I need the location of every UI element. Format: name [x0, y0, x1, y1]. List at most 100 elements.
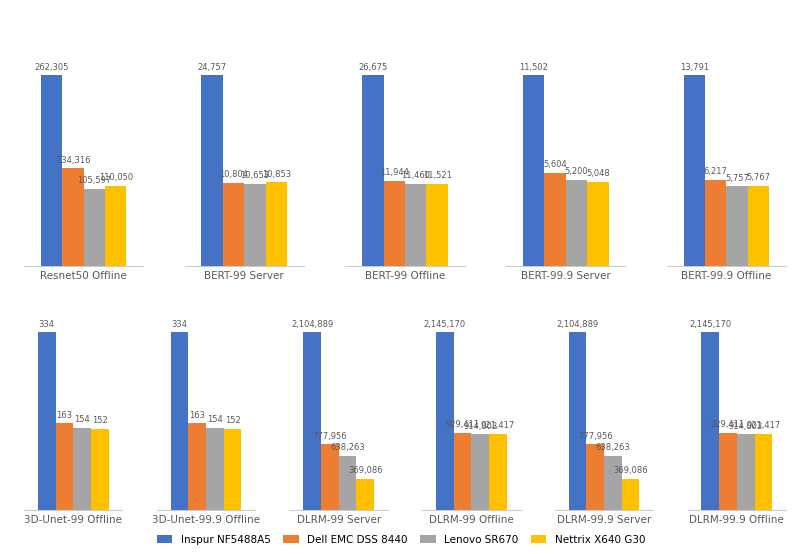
X-axis label: 3D-Unet-99.9 Offline: 3D-Unet-99.9 Offline — [152, 515, 260, 525]
Bar — [545, 173, 565, 266]
Bar — [41, 75, 62, 266]
Bar — [55, 423, 73, 510]
Text: 777,956: 777,956 — [578, 432, 613, 440]
Text: 163: 163 — [56, 411, 72, 419]
Text: 10,853: 10,853 — [262, 170, 291, 178]
X-axis label: BERT-99.9 Server: BERT-99.9 Server — [520, 271, 610, 281]
Bar — [356, 479, 374, 510]
Bar — [727, 186, 747, 266]
Text: 929,411: 929,411 — [711, 420, 745, 429]
Bar — [747, 186, 769, 266]
Text: 914,003: 914,003 — [463, 422, 497, 430]
Text: 2,145,170: 2,145,170 — [689, 320, 731, 329]
Text: 638,263: 638,263 — [330, 443, 365, 453]
Text: 334: 334 — [38, 320, 55, 329]
Text: 2,104,889: 2,104,889 — [557, 320, 598, 329]
Bar — [405, 184, 427, 266]
Text: 11,944: 11,944 — [380, 168, 409, 177]
Text: 914,003: 914,003 — [728, 422, 763, 430]
Bar — [188, 423, 206, 510]
Bar — [565, 179, 587, 266]
Bar — [586, 444, 604, 510]
Bar — [622, 479, 639, 510]
X-axis label: 3D-Unet-99 Offline: 3D-Unet-99 Offline — [24, 515, 122, 525]
X-axis label: DLRM-99.9 Server: DLRM-99.9 Server — [557, 515, 651, 525]
Bar — [73, 428, 91, 510]
Bar — [737, 434, 755, 510]
Text: 5,604: 5,604 — [543, 160, 567, 170]
Text: 154: 154 — [207, 416, 223, 424]
Text: 777,956: 777,956 — [313, 432, 347, 440]
Bar — [38, 332, 55, 510]
Bar — [321, 444, 338, 510]
Bar — [338, 456, 356, 510]
Bar — [171, 332, 188, 510]
Text: 152: 152 — [92, 417, 107, 425]
Text: 24,757: 24,757 — [197, 63, 227, 71]
Bar — [427, 183, 448, 266]
Text: 11,521: 11,521 — [423, 171, 452, 180]
Bar — [91, 429, 108, 510]
Text: 921,417: 921,417 — [480, 421, 515, 430]
Text: 110,050: 110,050 — [99, 173, 133, 182]
Text: 134,316: 134,316 — [55, 156, 90, 165]
Bar — [201, 75, 223, 266]
X-axis label: DLRM-99 Server: DLRM-99 Server — [297, 515, 381, 525]
Bar — [683, 75, 705, 266]
Bar — [454, 433, 472, 510]
Text: 10,804: 10,804 — [219, 170, 248, 179]
Text: 369,086: 369,086 — [348, 466, 383, 475]
Text: 5,757: 5,757 — [725, 173, 749, 183]
Text: 26,675: 26,675 — [358, 63, 387, 71]
Bar — [604, 456, 622, 510]
Text: 334: 334 — [172, 320, 188, 329]
X-axis label: DLRM-99.9 Offline: DLRM-99.9 Offline — [690, 515, 784, 525]
Text: 262,305: 262,305 — [34, 63, 69, 71]
X-axis label: BERT-99 Offline: BERT-99 Offline — [365, 271, 445, 281]
Text: 10,653: 10,653 — [241, 171, 269, 180]
Text: 163: 163 — [189, 411, 205, 419]
Bar — [702, 332, 719, 510]
Bar — [83, 189, 105, 266]
Text: 6,217: 6,217 — [704, 167, 727, 176]
Bar — [472, 434, 489, 510]
Bar — [363, 75, 383, 266]
Text: 5,048: 5,048 — [586, 170, 610, 178]
Text: 11,460: 11,460 — [401, 171, 430, 180]
Bar — [755, 434, 772, 510]
Bar — [224, 429, 241, 510]
Bar — [223, 183, 245, 266]
Bar — [206, 428, 224, 510]
Text: 154: 154 — [75, 416, 90, 424]
Text: 152: 152 — [225, 417, 241, 425]
Bar — [303, 332, 321, 510]
Text: 369,086: 369,086 — [614, 466, 648, 475]
Text: 5,200: 5,200 — [565, 167, 588, 176]
X-axis label: BERT-99 Server: BERT-99 Server — [205, 271, 284, 281]
Bar — [523, 75, 545, 266]
Bar — [569, 332, 586, 510]
Text: 2,104,889: 2,104,889 — [291, 320, 334, 329]
Bar — [705, 180, 727, 266]
Bar — [105, 186, 127, 266]
Text: 105,597: 105,597 — [77, 176, 111, 186]
Text: 13,791: 13,791 — [680, 63, 709, 71]
Bar — [245, 184, 265, 266]
Bar — [436, 332, 454, 510]
X-axis label: BERT-99.9 Offline: BERT-99.9 Offline — [682, 271, 772, 281]
Bar — [265, 182, 287, 266]
X-axis label: DLRM-99 Offline: DLRM-99 Offline — [429, 515, 514, 525]
X-axis label: Resnet50 Offline: Resnet50 Offline — [40, 271, 127, 281]
Bar — [587, 182, 609, 266]
Bar — [383, 181, 405, 266]
Bar — [719, 433, 737, 510]
Bar — [489, 434, 507, 510]
Legend: Inspur NF5488A5, Dell EMC DSS 8440, Lenovo SR670, Nettrix X640 G30: Inspur NF5488A5, Dell EMC DSS 8440, Leno… — [152, 531, 650, 549]
Text: 921,417: 921,417 — [746, 421, 780, 430]
Text: 638,263: 638,263 — [596, 443, 630, 453]
Text: 5,767: 5,767 — [747, 173, 771, 182]
Text: 11,502: 11,502 — [519, 63, 548, 71]
Text: 929,411: 929,411 — [445, 420, 480, 429]
Text: 2,145,170: 2,145,170 — [423, 320, 466, 329]
Bar — [62, 168, 83, 266]
